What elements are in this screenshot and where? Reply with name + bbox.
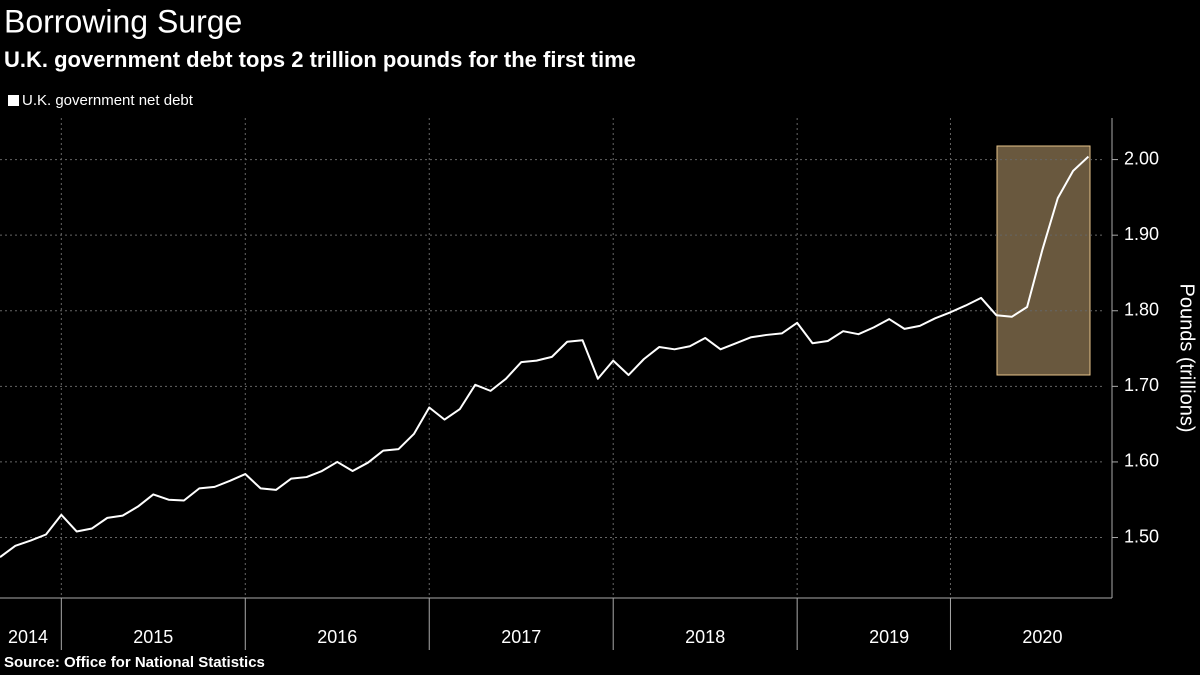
highlight-box	[996, 145, 1091, 376]
y-tick-label: 1.50	[1124, 526, 1159, 546]
x-tick-label: 2016	[317, 627, 357, 647]
x-tick-label: 2018	[685, 627, 725, 647]
y-tick-label: 1.60	[1124, 451, 1159, 471]
y-tick-label: 2.00	[1124, 148, 1159, 168]
x-tick-label: 2019	[869, 627, 909, 647]
data-line	[0, 155, 1090, 558]
y-tick-label: 1.80	[1124, 300, 1159, 320]
y-tick-label: 1.90	[1124, 224, 1159, 244]
y-axis-label: Pounds (trillions)	[1176, 284, 1198, 433]
x-tick-label: 2014	[8, 627, 48, 647]
x-tick-label: 2017	[501, 627, 541, 647]
plot: 1.50 1.60 1.70 1.80 1.90 2.00 2014 2015 2016 2017…	[0, 118, 1159, 650]
x-tick-label: 2020	[1022, 627, 1062, 647]
chart-subtitle: U.K. government debt tops 2 trillion pou…	[4, 47, 636, 72]
legend-label: U.K. government net debt	[22, 92, 194, 109]
legend-swatch	[8, 95, 19, 106]
source: Source: Office for National Statistics	[4, 654, 265, 671]
chart-title: Borrowing Surge	[4, 3, 242, 39]
x-tick-label: 2015	[133, 627, 173, 647]
y-tick-label: 1.70	[1124, 375, 1159, 395]
